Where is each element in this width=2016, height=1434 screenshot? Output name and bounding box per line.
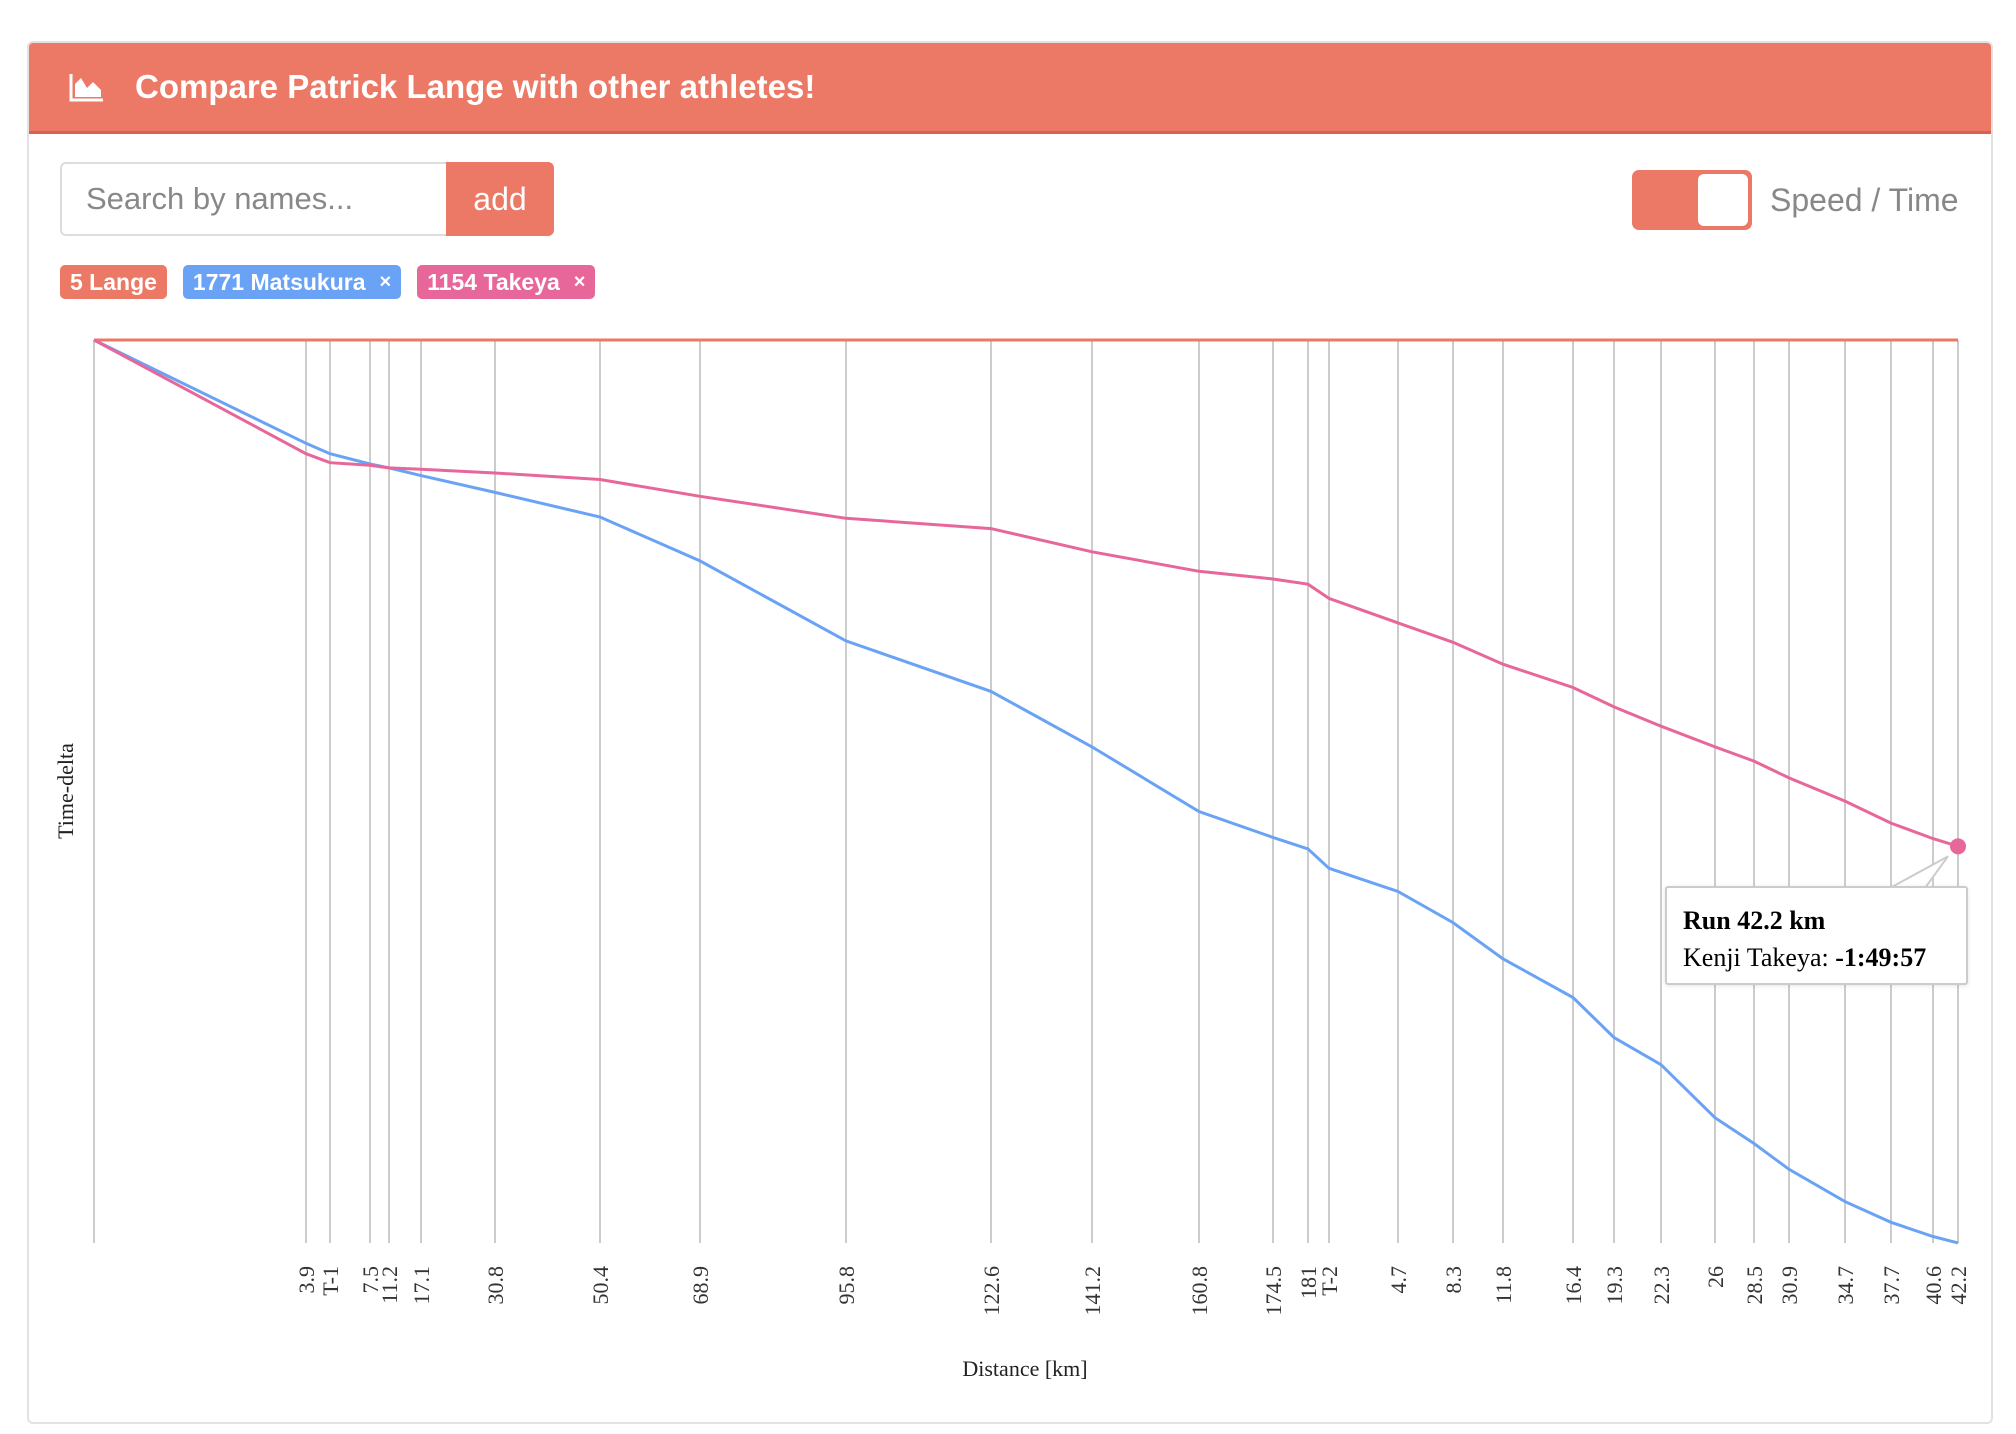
athlete-tag: 5 Lange: [60, 265, 167, 299]
x-tick-label: 68.9: [688, 1266, 713, 1305]
toggle-label: Speed / Time: [1770, 182, 1959, 218]
y-axis-label: Time-delta: [53, 743, 78, 839]
x-tick-label: 22.3: [1649, 1266, 1674, 1305]
compare-panel: Compare Patrick Lange with other athlete…: [27, 41, 1993, 1424]
x-tick-label: 4.7: [1386, 1266, 1411, 1294]
x-tick-label: 42.2: [1946, 1266, 1971, 1305]
athlete-tags: 5 Lange 1771 Matsukura × 1154 Takeya ×: [60, 265, 596, 299]
x-tick-label: 122.6: [979, 1266, 1004, 1316]
toggle-knob[interactable]: [1698, 174, 1748, 226]
x-tick-label: T-1: [318, 1266, 343, 1296]
x-tick-label: 16.4: [1561, 1266, 1586, 1305]
x-tick-label: 11.2: [377, 1266, 402, 1304]
series-line: [93, 338, 1959, 848]
x-tick-label: 50.4: [588, 1266, 613, 1305]
x-tick-label: T-2: [1317, 1266, 1342, 1296]
tag-label: 1154 Takeya: [427, 268, 560, 295]
x-axis-label: Distance [km]: [962, 1356, 1087, 1381]
x-tick-label: 95.8: [834, 1266, 859, 1305]
panel-title: Compare Patrick Lange with other athlete…: [135, 68, 816, 105]
x-tick-label: 19.3: [1602, 1266, 1627, 1305]
panel-header: Compare Patrick Lange with other athlete…: [29, 43, 1991, 134]
tooltip-pointer: [1889, 855, 1949, 889]
x-tick-label: 34.7: [1833, 1266, 1858, 1305]
tooltip-title: Run 42.2 km: [1683, 906, 1826, 935]
athlete-tag: 1154 Takeya ×: [417, 265, 596, 299]
x-tick-label: 174.5: [1261, 1266, 1286, 1316]
highlighted-point[interactable]: [1950, 838, 1966, 855]
tag-label: 1771 Matsukura: [192, 268, 366, 295]
x-tick-label: 17.1: [409, 1266, 434, 1305]
tooltip-athlete: Kenji Takeya:: [1683, 943, 1829, 972]
x-tick-label: 181: [1296, 1266, 1321, 1299]
tooltip-value: -1:49:57: [1835, 943, 1927, 972]
x-tick-label: 28.5: [1742, 1266, 1767, 1305]
speed-time-toggle[interactable]: [1632, 170, 1752, 230]
x-tick-label: 37.7: [1879, 1266, 1904, 1305]
series-line: [93, 338, 1959, 1245]
x-tick-label: 160.8: [1187, 1266, 1212, 1316]
remove-tag-icon[interactable]: ×: [573, 270, 586, 293]
athlete-tag: 1771 Matsukura ×: [182, 265, 402, 299]
add-button[interactable]: add: [446, 162, 554, 236]
x-tick-label: 26: [1703, 1266, 1728, 1288]
tag-label: 5 Lange: [70, 268, 157, 295]
chart-tooltip: Run 42.2 km Kenji Takeya: -1:49:57: [1665, 886, 1968, 985]
x-tick-label: 11.8: [1491, 1266, 1516, 1304]
x-tick-label: 30.8: [483, 1266, 508, 1305]
search-input[interactable]: [60, 162, 448, 236]
x-tick-label: 40.6: [1921, 1266, 1946, 1305]
tooltip-row: Kenji Takeya: -1:49:57: [1683, 939, 1950, 976]
x-tick-label: 8.3: [1441, 1266, 1466, 1294]
x-tick-label: 30.9: [1777, 1266, 1802, 1305]
remove-tag-icon[interactable]: ×: [379, 270, 392, 293]
x-tick-label: 141.2: [1080, 1266, 1105, 1316]
x-tick-label: 7.5: [358, 1266, 383, 1294]
x-tick-label: 3.9: [294, 1266, 319, 1294]
area-chart-icon: [69, 74, 103, 102]
